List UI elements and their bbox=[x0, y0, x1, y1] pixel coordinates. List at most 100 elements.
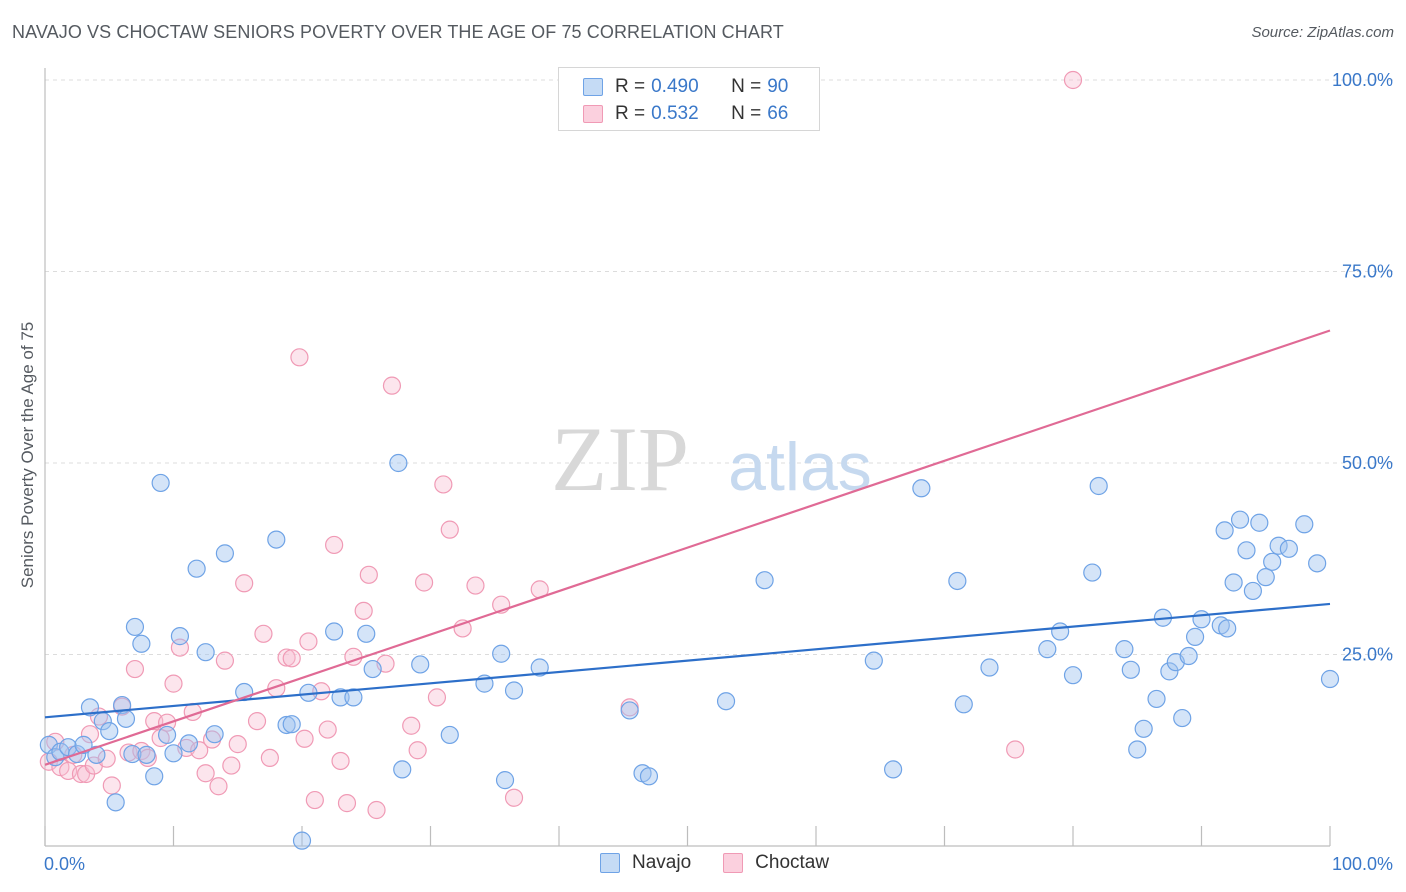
choctaw-point bbox=[367, 800, 386, 820]
navajo-point bbox=[137, 745, 156, 764]
navajo-point bbox=[116, 709, 136, 728]
navajo-point bbox=[1089, 476, 1108, 496]
choctaw-point bbox=[1006, 740, 1025, 759]
navajo-point bbox=[1215, 521, 1234, 540]
choctaw-point bbox=[337, 794, 357, 813]
grid-lines bbox=[45, 79, 1395, 655]
navajo-swatch bbox=[583, 78, 603, 96]
y-axis-title: Seniors Poverty Over the Age of 75 bbox=[18, 322, 37, 588]
navajo-point bbox=[393, 760, 412, 779]
choctaw-point bbox=[466, 576, 485, 595]
navajo-point bbox=[504, 681, 524, 700]
navajo-point bbox=[80, 698, 100, 717]
choctaw-point bbox=[295, 729, 314, 748]
navajo-point bbox=[1263, 552, 1282, 571]
choctaw-point bbox=[102, 776, 121, 795]
navajo-point bbox=[1224, 573, 1243, 592]
navajo-point bbox=[1121, 660, 1140, 679]
choctaw-point bbox=[71, 764, 91, 784]
legend-item-choctaw: Choctaw bbox=[723, 852, 829, 874]
choctaw-point bbox=[254, 624, 273, 643]
n-label: N = bbox=[731, 76, 762, 97]
source-label: Source: ZipAtlas.com bbox=[1251, 24, 1394, 41]
choctaw-point bbox=[125, 659, 145, 679]
navajo-point bbox=[179, 734, 199, 753]
navajo-point bbox=[363, 659, 382, 679]
series-legend: Navajo Choctaw bbox=[600, 852, 861, 874]
navajo-point bbox=[106, 793, 125, 812]
correlation-legend: R = 0.490 N = 90 R = 0.532 N = 66 bbox=[558, 67, 820, 131]
navajo-point bbox=[59, 738, 78, 757]
x-tick-label: 100.0% bbox=[1332, 854, 1393, 874]
navajo-point bbox=[980, 658, 999, 677]
navajo-point bbox=[277, 715, 296, 735]
navajo-point bbox=[151, 473, 170, 493]
navajo-swatch bbox=[600, 853, 620, 873]
navajo-point bbox=[1115, 640, 1134, 659]
navajo-point bbox=[357, 624, 376, 643]
navajo-point bbox=[440, 725, 459, 745]
navajo-point bbox=[1269, 536, 1288, 555]
watermark: ZIP atlas bbox=[551, 408, 872, 510]
navajo-point bbox=[1173, 708, 1192, 728]
choctaw-point bbox=[97, 749, 116, 768]
navajo-point bbox=[1218, 619, 1237, 638]
navajo-point bbox=[267, 530, 286, 549]
navajo-point bbox=[1063, 666, 1083, 685]
navajo-point bbox=[205, 725, 224, 744]
navajo-point bbox=[883, 760, 903, 779]
navajo-point bbox=[1083, 563, 1102, 582]
navajo-point bbox=[620, 701, 639, 720]
choctaw-swatch bbox=[583, 105, 603, 123]
legend-row-navajo: R = 0.490 N = 90 bbox=[583, 74, 788, 100]
navajo-trend-line bbox=[44, 602, 1331, 719]
choctaw-point bbox=[359, 565, 378, 584]
navajo-point bbox=[123, 744, 142, 764]
navajo-point bbox=[1128, 740, 1147, 759]
choctaw-point bbox=[290, 348, 309, 367]
choctaw-point bbox=[504, 788, 524, 807]
navajo-point bbox=[196, 643, 215, 662]
navajo-point bbox=[1230, 510, 1250, 529]
choctaw-point bbox=[331, 751, 350, 771]
choctaw-point bbox=[318, 720, 337, 739]
choctaw-point bbox=[299, 632, 318, 651]
navajo-point bbox=[948, 571, 967, 591]
navajo-point bbox=[325, 622, 344, 641]
navajo-point bbox=[1256, 568, 1275, 587]
navajo-point bbox=[187, 559, 206, 578]
navajo-point bbox=[716, 692, 736, 711]
choctaw-point bbox=[414, 573, 434, 592]
choctaw-point bbox=[382, 376, 402, 395]
navajo-point bbox=[215, 544, 234, 563]
trend-lines bbox=[44, 329, 1331, 766]
navajo-point bbox=[170, 627, 190, 646]
navajo-point bbox=[344, 688, 363, 707]
navajo-point bbox=[1160, 662, 1179, 681]
choctaw-point bbox=[190, 741, 209, 760]
navajo-point bbox=[132, 634, 151, 653]
navajo-point bbox=[1051, 622, 1070, 641]
choctaw-point bbox=[277, 648, 296, 667]
navajo-point bbox=[1250, 513, 1269, 532]
navajo-point bbox=[1237, 541, 1256, 560]
navajo-point bbox=[331, 688, 350, 707]
watermark-zip: ZIP bbox=[551, 408, 689, 510]
navajo-point bbox=[282, 715, 301, 734]
navajo-point bbox=[145, 767, 164, 786]
choctaw-point bbox=[408, 741, 427, 760]
navajo-point bbox=[125, 617, 145, 637]
choctaw-point bbox=[434, 475, 453, 494]
navajo-point bbox=[954, 695, 973, 714]
navajo-point bbox=[74, 735, 93, 754]
navajo-point bbox=[292, 831, 312, 850]
choctaw-point bbox=[305, 790, 324, 810]
n-value-navajo: 90 bbox=[767, 76, 789, 97]
y-tick-label: 25.0% bbox=[1342, 645, 1393, 665]
navajo-point bbox=[1185, 627, 1205, 646]
choctaw-point bbox=[164, 674, 183, 693]
navajo-point bbox=[1243, 581, 1263, 601]
navajo-point bbox=[1308, 554, 1327, 573]
navajo-point bbox=[1147, 689, 1166, 709]
